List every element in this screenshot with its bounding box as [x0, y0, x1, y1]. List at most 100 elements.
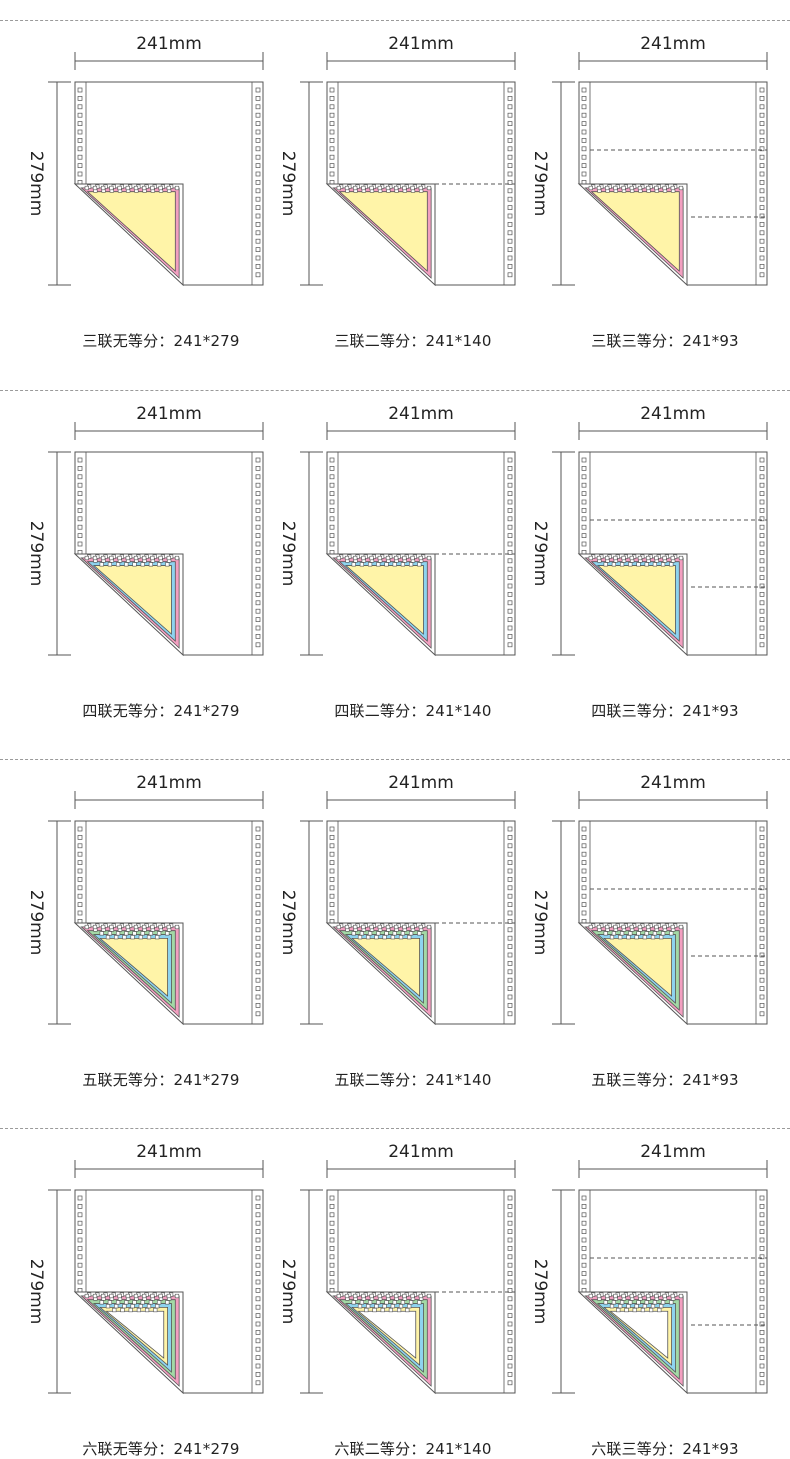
ply-white	[105, 1310, 165, 1359]
form-diagram-svg: 241mm 279mm	[278, 404, 516, 657]
tractor-feed-holes	[581, 821, 765, 1024]
form-diagram: 241mm 279mm 四联无等分：241*279	[26, 370, 290, 720]
form-diagram-svg: 241mm 279mm	[26, 1142, 264, 1395]
width-label: 241mm	[388, 34, 454, 54]
width-dimension: 241mm	[74, 1142, 264, 1178]
tractor-feed-holes	[77, 82, 261, 285]
width-label: 241mm	[136, 34, 202, 54]
folded-plies	[577, 183, 688, 287]
ply-white	[357, 1310, 417, 1359]
folded-plies	[325, 1291, 436, 1395]
form-diagram: 241mm 279mm 三联无等分：241*279	[26, 0, 290, 350]
row-separator	[0, 1128, 790, 1129]
row-separator	[0, 759, 790, 760]
width-dimension: 241mm	[326, 773, 516, 809]
form-diagram: 241mm 279mm 四联二等分：241*140	[278, 370, 542, 720]
tractor-feed-holes	[329, 82, 513, 285]
height-dimension: 279mm	[26, 81, 71, 286]
folded-plies	[577, 1291, 688, 1395]
width-dimension: 241mm	[326, 404, 516, 440]
size-caption: 五联无等分：241*279	[82, 1071, 240, 1089]
form-diagram: 241mm 279mm 五联无等分：241*279	[26, 739, 290, 1089]
form-diagram-svg: 241mm 279mm	[26, 773, 264, 1026]
form-diagram-svg: 241mm 279mm	[278, 773, 516, 1026]
tractor-feed-holes	[77, 452, 261, 655]
tractor-feed-holes	[329, 452, 513, 655]
row-separator	[0, 390, 790, 391]
division-lines	[590, 149, 767, 218]
height-label: 279mm	[530, 890, 550, 956]
size-caption: 四联无等分：241*279	[82, 702, 240, 720]
width-label: 241mm	[136, 404, 202, 424]
tractor-feed-holes	[77, 821, 261, 1024]
form-diagram: 241mm 279mm 六联无等分：241*279	[26, 1108, 290, 1458]
height-label: 279mm	[26, 890, 46, 956]
height-label: 279mm	[278, 1259, 298, 1325]
height-dimension: 279mm	[278, 81, 323, 286]
form-diagram: 241mm 279mm 三联三等分：241*93	[530, 0, 790, 350]
height-dimension: 279mm	[26, 451, 71, 656]
width-label: 241mm	[136, 1142, 202, 1162]
height-label: 279mm	[26, 521, 46, 587]
height-dimension: 279mm	[530, 451, 575, 656]
width-dimension: 241mm	[74, 773, 264, 809]
form-diagram: 241mm 279mm 五联三等分：241*93	[530, 739, 790, 1089]
width-dimension: 241mm	[326, 1142, 516, 1178]
tractor-feed-holes	[329, 1190, 513, 1393]
ply-white	[609, 1310, 669, 1359]
width-label: 241mm	[640, 34, 706, 54]
width-dimension: 241mm	[578, 1142, 768, 1178]
height-dimension: 279mm	[530, 81, 575, 286]
width-label: 241mm	[388, 773, 454, 793]
form-diagram-svg: 241mm 279mm	[530, 34, 768, 287]
width-dimension: 241mm	[578, 404, 768, 440]
width-dimension: 241mm	[578, 773, 768, 809]
folded-plies	[577, 553, 688, 657]
size-caption: 五联三等分：241*93	[591, 1071, 739, 1089]
height-label: 279mm	[26, 151, 46, 217]
size-caption: 三联无等分：241*279	[82, 332, 240, 350]
form-diagram: 241mm 279mm 四联三等分：241*93	[530, 370, 790, 720]
form-diagram-svg: 241mm 279mm	[530, 404, 768, 657]
height-label: 279mm	[278, 151, 298, 217]
folded-plies	[325, 922, 436, 1026]
height-dimension: 279mm	[278, 1189, 323, 1394]
folded-plies	[73, 183, 184, 287]
size-caption: 四联三等分：241*93	[591, 702, 739, 720]
folded-plies	[73, 922, 184, 1026]
form-diagram-svg: 241mm 279mm	[530, 1142, 768, 1395]
height-dimension: 279mm	[278, 451, 323, 656]
ply-yellow	[590, 191, 680, 272]
width-label: 241mm	[388, 404, 454, 424]
height-label: 279mm	[530, 1259, 550, 1325]
height-dimension: 279mm	[26, 1189, 71, 1394]
folded-plies	[325, 183, 436, 287]
width-label: 241mm	[640, 773, 706, 793]
height-dimension: 279mm	[278, 820, 323, 1025]
width-dimension: 241mm	[74, 34, 264, 70]
tractor-feed-holes	[581, 452, 765, 655]
height-label: 279mm	[530, 521, 550, 587]
folded-plies	[577, 922, 688, 1026]
size-caption: 三联三等分：241*93	[591, 332, 739, 350]
height-dimension: 279mm	[530, 820, 575, 1025]
width-dimension: 241mm	[326, 34, 516, 70]
row-separator	[0, 20, 790, 21]
form-diagram: 241mm 279mm 三联二等分：241*140	[278, 0, 542, 350]
folded-plies	[325, 553, 436, 657]
ply-yellow	[86, 191, 176, 272]
form-diagram-svg: 241mm 279mm	[26, 404, 264, 657]
height-label: 279mm	[530, 151, 550, 217]
size-caption: 三联二等分：241*140	[334, 332, 492, 350]
width-label: 241mm	[136, 773, 202, 793]
width-dimension: 241mm	[74, 404, 264, 440]
size-caption: 六联无等分：241*279	[82, 1440, 240, 1458]
size-caption: 四联二等分：241*140	[334, 702, 492, 720]
tractor-feed-holes	[581, 82, 765, 285]
division-lines	[590, 1257, 767, 1326]
form-diagram-svg: 241mm 279mm	[278, 1142, 516, 1395]
size-caption: 六联二等分：241*140	[334, 1440, 492, 1458]
form-diagram-svg: 241mm 279mm	[26, 34, 264, 287]
width-label: 241mm	[640, 404, 706, 424]
tractor-feed-holes	[329, 821, 513, 1024]
